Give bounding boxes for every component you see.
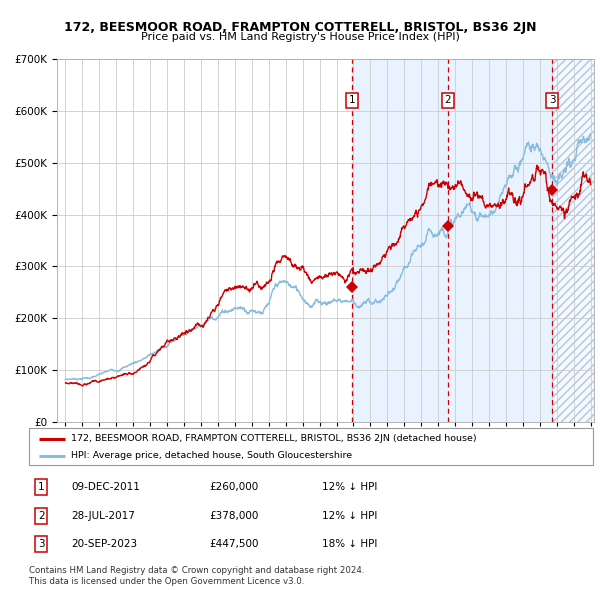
Text: Price paid vs. HM Land Registry's House Price Index (HPI): Price paid vs. HM Land Registry's House … — [140, 32, 460, 42]
Text: 1: 1 — [38, 482, 44, 492]
Text: 2: 2 — [38, 511, 44, 520]
Text: This data is licensed under the Open Government Licence v3.0.: This data is licensed under the Open Gov… — [29, 577, 304, 586]
FancyBboxPatch shape — [29, 428, 593, 465]
Text: 2: 2 — [445, 96, 451, 106]
Text: 18% ↓ HPI: 18% ↓ HPI — [322, 539, 377, 549]
Text: £447,500: £447,500 — [209, 539, 259, 549]
Bar — [352, 59, 552, 422]
Bar — [552, 59, 594, 422]
Text: 28-JUL-2017: 28-JUL-2017 — [71, 511, 135, 520]
Text: 172, BEESMOOR ROAD, FRAMPTON COTTERELL, BRISTOL, BS36 2JN: 172, BEESMOOR ROAD, FRAMPTON COTTERELL, … — [64, 21, 536, 34]
Text: 12% ↓ HPI: 12% ↓ HPI — [322, 511, 377, 520]
Text: £378,000: £378,000 — [209, 511, 259, 520]
Text: HPI: Average price, detached house, South Gloucestershire: HPI: Average price, detached house, Sout… — [71, 451, 352, 460]
Text: 09-DEC-2011: 09-DEC-2011 — [71, 482, 140, 492]
Text: 12% ↓ HPI: 12% ↓ HPI — [322, 482, 377, 492]
Text: 3: 3 — [38, 539, 44, 549]
Text: Contains HM Land Registry data © Crown copyright and database right 2024.: Contains HM Land Registry data © Crown c… — [29, 566, 364, 575]
Text: 20-SEP-2023: 20-SEP-2023 — [71, 539, 137, 549]
Text: £260,000: £260,000 — [209, 482, 259, 492]
Text: 1: 1 — [349, 96, 356, 106]
Text: 172, BEESMOOR ROAD, FRAMPTON COTTERELL, BRISTOL, BS36 2JN (detached house): 172, BEESMOOR ROAD, FRAMPTON COTTERELL, … — [71, 434, 477, 443]
Text: 3: 3 — [548, 96, 556, 106]
Bar — [552, 59, 594, 422]
